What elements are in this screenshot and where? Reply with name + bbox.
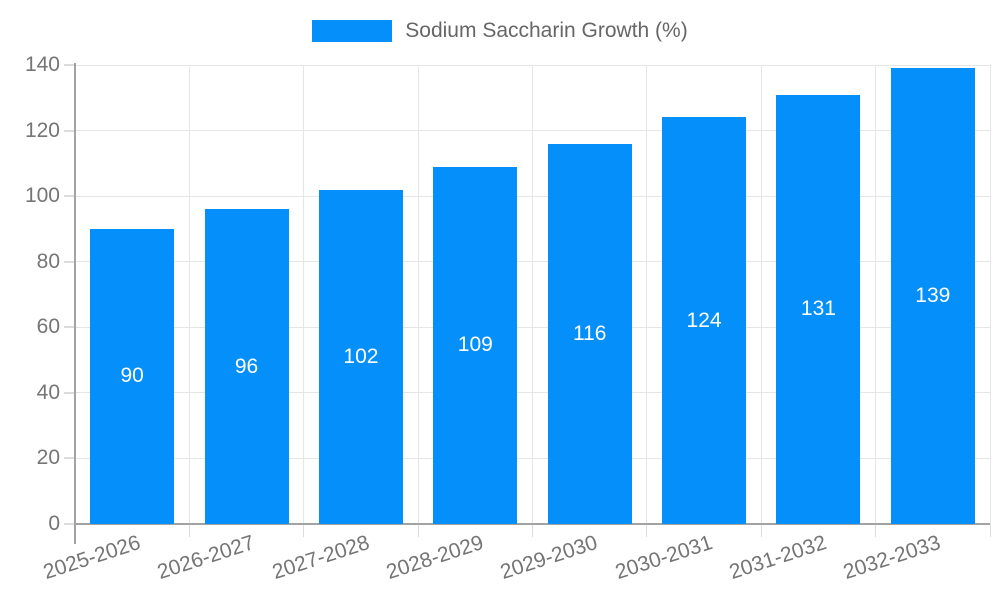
bar-value-label: 139 bbox=[915, 284, 951, 308]
x-tick-label: 2025-2026 bbox=[40, 531, 143, 584]
bar[interactable]: 102 bbox=[318, 189, 403, 524]
bar[interactable]: 139 bbox=[890, 68, 975, 524]
gridline-vertical bbox=[303, 65, 305, 524]
gridline-vertical bbox=[760, 65, 762, 524]
bar-value-label: 131 bbox=[800, 297, 836, 321]
x-axis-tick bbox=[532, 524, 533, 537]
y-tick-label: 80 bbox=[36, 249, 60, 273]
y-axis-tick bbox=[64, 523, 75, 525]
x-axis-tick bbox=[188, 524, 190, 537]
gridline-vertical bbox=[417, 65, 419, 524]
gridline-vertical bbox=[532, 65, 533, 524]
y-tick-label: 120 bbox=[24, 118, 60, 142]
y-axis-tick bbox=[64, 260, 75, 263]
bar-value-label: 102 bbox=[343, 344, 379, 368]
y-axis-tick bbox=[64, 129, 75, 132]
x-tick-label: 2030-2031 bbox=[612, 531, 715, 584]
y-tick-label: 0 bbox=[48, 512, 60, 535]
gridline-vertical bbox=[646, 65, 648, 524]
x-axis-tick bbox=[989, 524, 991, 537]
bar[interactable]: 131 bbox=[776, 94, 861, 524]
x-tick-label: 2031-2032 bbox=[726, 531, 830, 584]
y-axis-tick bbox=[64, 64, 75, 66]
bar[interactable]: 96 bbox=[204, 209, 289, 524]
bar[interactable]: 90 bbox=[90, 228, 175, 524]
y-axis-tick bbox=[64, 457, 75, 460]
x-axis-tick bbox=[760, 524, 762, 537]
bar-value-label: 96 bbox=[234, 354, 259, 378]
x-axis-tick bbox=[417, 524, 419, 537]
bar-value-label: 116 bbox=[572, 321, 607, 345]
x-tick-label: 2026-2027 bbox=[154, 531, 258, 584]
x-axis-line bbox=[75, 523, 990, 525]
x-tick-label: 2029-2030 bbox=[497, 531, 601, 584]
y-axis-tick bbox=[64, 195, 75, 198]
bar[interactable]: 124 bbox=[662, 117, 747, 524]
y-tick-label: 100 bbox=[24, 184, 60, 208]
bar-value-label: 109 bbox=[457, 333, 493, 357]
gridline-vertical bbox=[875, 65, 877, 524]
y-axis-tick bbox=[64, 391, 75, 394]
gridline-vertical bbox=[989, 65, 991, 524]
y-tick-label: 40 bbox=[36, 380, 60, 404]
y-tick-label: 140 bbox=[24, 53, 60, 76]
y-axis-line bbox=[74, 63, 76, 544]
x-tick-label: 2032-2033 bbox=[840, 531, 944, 584]
legend-swatch-icon bbox=[312, 20, 393, 42]
bar[interactable]: 109 bbox=[433, 166, 518, 524]
bar-value-label: 124 bbox=[686, 308, 722, 332]
y-axis-tick bbox=[64, 326, 75, 329]
bar-value-label: 90 bbox=[120, 364, 144, 388]
x-axis-tick bbox=[875, 524, 877, 537]
legend-label: Sodium Saccharin Growth (%) bbox=[405, 19, 688, 42]
bar[interactable]: 116 bbox=[547, 143, 632, 524]
y-tick-label: 20 bbox=[36, 446, 60, 470]
chart-legend[interactable]: Sodium Saccharin Growth (%) bbox=[0, 20, 1000, 42]
x-tick-label: 2027-2028 bbox=[269, 531, 372, 584]
x-tick-label: 2028-2029 bbox=[383, 531, 487, 584]
x-axis-tick bbox=[303, 524, 305, 537]
x-axis-tick bbox=[646, 524, 648, 537]
gridline-vertical bbox=[188, 65, 190, 524]
y-tick-label: 60 bbox=[36, 315, 60, 339]
